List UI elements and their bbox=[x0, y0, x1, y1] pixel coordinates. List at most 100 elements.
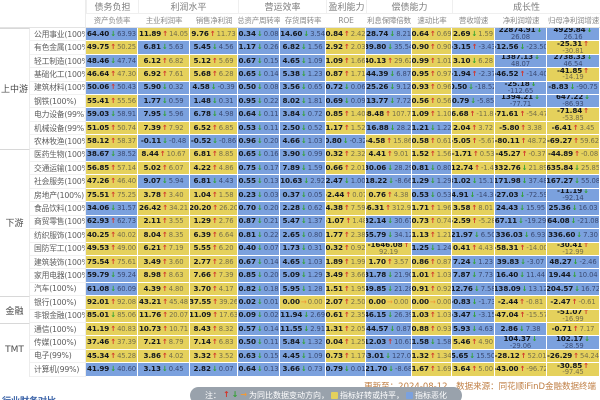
metric-cell[interactable]: 3.64 ↑ 5.00 bbox=[452, 363, 495, 377]
metric-cell[interactable]: 1.29 ↓ 1.29 bbox=[412, 175, 452, 189]
metric-cell[interactable]: 46.15 ↓ 26.39 bbox=[366, 309, 412, 323]
metric-cell[interactable]: -1.94 ↑ -2.37 bbox=[452, 68, 495, 82]
metric-cell[interactable]: 0.53 ↓ 0.11 bbox=[238, 121, 280, 136]
metric-cell[interactable]: 647.22 ↓ -86.93 bbox=[547, 95, 600, 109]
metric-cell[interactable]: 1.77 ↑ 2.38 bbox=[326, 229, 366, 243]
metric-cell[interactable]: -12.74↑-1.40 bbox=[452, 162, 495, 176]
industry-label[interactable]: 纺织服饰(100%) bbox=[30, 229, 86, 243]
metric-cell[interactable]: -69.27 ↑ 59.62 bbox=[547, 135, 600, 149]
metric-cell[interactable]: -26.29 ↑ 54.24 bbox=[547, 349, 600, 364]
metric-cell[interactable]: 336.60 ↓ 7.30 bbox=[547, 229, 600, 243]
industry-label[interactable]: 轻工制造(100%) bbox=[30, 54, 86, 69]
metric-cell[interactable]: 0.69 ↓ 0.09 bbox=[326, 95, 366, 109]
metric-cell[interactable]: 1.17 ↓ 0.26 bbox=[238, 41, 280, 55]
metric-cell[interactable]: 1.58 ↓ 1.58 bbox=[412, 336, 452, 350]
industry-label[interactable]: 非银金融(100%) bbox=[30, 309, 86, 323]
metric-cell[interactable]: 5.55 ↑ 6.20 bbox=[190, 242, 238, 256]
metric-cell[interactable]: 6.92 ↑ 7.61 bbox=[138, 68, 190, 82]
metric-cell[interactable]: 1.31 ↑ 2.05 bbox=[326, 322, 366, 337]
metric-cell[interactable]: 1.89 ↑ 1.99 bbox=[326, 255, 366, 270]
metric-cell[interactable]: 1.09 ↑ 1.10 bbox=[412, 108, 452, 122]
metric-cell[interactable]: 55.41 ↑ 55.56 bbox=[86, 95, 138, 109]
metric-cell[interactable]: 3.90 ↓ 0.99 bbox=[280, 148, 326, 163]
metric-cell[interactable]: 67.11 ↓ -19.29 bbox=[495, 215, 547, 230]
metric-cell[interactable]: -0.52 ↓ -0.86 bbox=[190, 135, 238, 149]
metric-cell[interactable]: 2.69 ↓ 1.59 bbox=[452, 28, 495, 42]
metric-cell[interactable]: -8.83 ↓ -90.75 bbox=[547, 81, 600, 96]
metric-cell[interactable]: 0.73 ↑ 1.17 bbox=[326, 349, 366, 364]
metric-cell[interactable]: 26.42 ↑ 34.21 bbox=[138, 202, 190, 216]
metric-cell[interactable]: 48.46 ↓ 47.74 bbox=[86, 54, 138, 69]
metric-cell[interactable]: 63.01↓127.01 bbox=[366, 349, 412, 364]
metric-cell[interactable]: 1.71 ↑ 1.96 bbox=[412, 202, 452, 216]
metric-cell[interactable]: 635.84 ↓ 25.85 bbox=[547, 162, 600, 176]
industry-label[interactable]: 交通运输(100%) bbox=[30, 162, 86, 176]
metric-cell[interactable]: 0.61 ↑ 2.35 bbox=[326, 309, 366, 323]
metric-cell[interactable]: 24.43 ↓ 15.95 bbox=[495, 202, 547, 216]
metric-cell[interactable]: 0.84 ↑ 2.42 bbox=[326, 28, 366, 42]
metric-cell[interactable]: 59.79 ↓ 59.24 bbox=[86, 269, 138, 283]
metric-cell[interactable]: 1.32 ↑ 1.34 bbox=[412, 349, 452, 364]
metric-cell[interactable]: 2.77 ↑ 2.86 bbox=[190, 255, 238, 270]
industry-label[interactable]: 建筑材料(100%) bbox=[30, 81, 86, 96]
industry-label[interactable]: 通信(100%) bbox=[30, 322, 86, 337]
metric-cell[interactable]: 49.53 ↑ 49.00 bbox=[86, 242, 138, 256]
metric-cell[interactable]: 0.81 ↓ 0.80 bbox=[412, 162, 452, 176]
metric-cell[interactable]: 2.82 ↓ 0.07 bbox=[190, 363, 238, 377]
metric-cell[interactable]: 37.46 ↑ 37.39 bbox=[86, 336, 138, 350]
industry-label[interactable]: 基础化工(100%) bbox=[30, 68, 86, 82]
metric-cell[interactable]: 43.21 ↑ 45.48 bbox=[138, 296, 190, 310]
metric-cell[interactable]: 6.81 ↓ 5.63 bbox=[138, 41, 190, 55]
metric-cell[interactable]: 38.67 ↓ 38.52 bbox=[86, 148, 138, 163]
metric-cell[interactable]: 11.09 ↑ 17.63 bbox=[190, 309, 238, 323]
metric-cell[interactable]: 0.53 ↓ 0.53 bbox=[412, 188, 452, 203]
metric-cell[interactable]: -11.19 ↓ -92.14 bbox=[547, 188, 600, 203]
metric-cell[interactable]: 7.87 ↓ 7.73 bbox=[452, 269, 495, 283]
metric-cell[interactable]: 64.40 ↓ 63.93 bbox=[86, 28, 138, 42]
metric-cell[interactable]: 25.26 ↓ 9.12 bbox=[366, 81, 412, 96]
metric-cell[interactable]: -2.44 ↑ 0.07 bbox=[326, 188, 366, 203]
metric-cell[interactable]: 102.17 ↓ -28.59 bbox=[547, 336, 600, 350]
metric-cell[interactable]: 0.70 ↓ 0.20 bbox=[238, 202, 280, 216]
metric-cell[interactable]: 92.01 ↑ 92.08 bbox=[86, 296, 138, 310]
metric-cell[interactable]: 0.37 ↓ 0.05 bbox=[280, 188, 326, 203]
metric-cell[interactable]: 5.46 ↑ 4.90 bbox=[452, 336, 495, 350]
metric-cell[interactable]: 0.00 → 0.00 bbox=[366, 296, 412, 310]
metric-cell[interactable]: -4.91↓-14.32 bbox=[452, 188, 495, 203]
metric-cell[interactable]: 62.93 ↑ 62.73 bbox=[86, 215, 138, 230]
metric-cell[interactable]: 10.63 ↓ 2.92 bbox=[280, 175, 326, 189]
metric-cell[interactable]: 7.89 ↓ 1.59 bbox=[280, 162, 326, 176]
metric-cell[interactable]: 2.86 ↓ 7.38 bbox=[495, 322, 547, 337]
metric-cell[interactable]: -12.56 ↓ -23.50 bbox=[495, 41, 547, 55]
metric-cell[interactable]: 3.32 ↑ 3.52 bbox=[190, 349, 238, 364]
metric-cell[interactable]: -47.04 ↑ -15.57 bbox=[495, 309, 547, 323]
metric-cell[interactable]: 0.04 ↑ 1.25 bbox=[326, 336, 366, 350]
metric-cell[interactable]: 0.79 ↓ -5.85 bbox=[452, 95, 495, 109]
metric-cell[interactable]: 3.56 ↓ 0.65 bbox=[280, 81, 326, 96]
metric-cell[interactable]: 34.06 ↓ 31.57 bbox=[86, 202, 138, 216]
metric-cell[interactable]: 4.41 ↑ 9.01 bbox=[366, 148, 412, 163]
industry-label[interactable]: 电力设备(99%) bbox=[30, 108, 86, 122]
metric-cell[interactable]: 40.13 ↑ 29.62 bbox=[366, 54, 412, 69]
metric-cell[interactable]: 5.12 ↑ 5.69 bbox=[190, 54, 238, 69]
industry-label[interactable]: 公用事业(100%) bbox=[30, 28, 86, 42]
metric-cell[interactable]: 2738.33 ↓ 46.54 bbox=[547, 54, 600, 69]
metric-cell[interactable]: 4.45 ↓ 1.09 bbox=[280, 349, 326, 364]
metric-cell[interactable]: 0.00 → 0.00 bbox=[280, 296, 326, 310]
metric-cell[interactable]: 0.55 ↓ 0.13 bbox=[238, 175, 280, 189]
metric-cell[interactable]: 19.44 ↓ 10.04 bbox=[547, 269, 600, 283]
metric-cell[interactable]: 0.23 ↓ 0.03 bbox=[238, 188, 280, 203]
metric-cell[interactable]: 0.67 ↓ 0.14 bbox=[238, 255, 280, 270]
metric-cell[interactable]: 21.70 ↓ -8.68 bbox=[366, 363, 412, 377]
metric-cell[interactable]: 6.21 ↑ 7.19 bbox=[138, 242, 190, 256]
metric-cell[interactable]: 1.04 ↑ 1.58 bbox=[190, 188, 238, 203]
industry-label[interactable]: 社会服务(100%) bbox=[30, 175, 86, 189]
metric-cell[interactable]: 40.25 ↑ 40.02 bbox=[86, 229, 138, 243]
metric-cell[interactable]: 0.93 ↑ 0.96 bbox=[412, 81, 452, 96]
metric-cell[interactable]: 2.04 ↑ 3.72 bbox=[452, 121, 495, 136]
metric-cell[interactable]: 50.06 ↑ 50.43 bbox=[86, 81, 138, 96]
metric-cell[interactable]: -27.03 ↓ -72.59 bbox=[495, 188, 547, 203]
metric-cell[interactable]: 204.57 ↓ 16.72 bbox=[547, 282, 600, 297]
metric-cell[interactable]: -2.59 ↑ -5.28 bbox=[452, 215, 495, 230]
metric-cell[interactable]: 58.12 ↑ 58.37 bbox=[86, 135, 138, 149]
